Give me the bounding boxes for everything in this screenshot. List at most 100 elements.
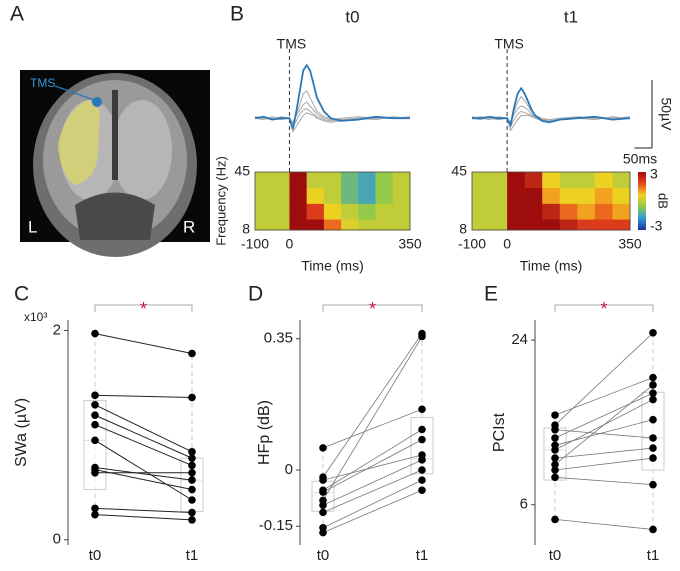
data-point xyxy=(188,468,196,477)
significance-bracket xyxy=(322,304,423,312)
pair-line xyxy=(94,414,193,459)
plot-frame xyxy=(254,171,411,231)
spectrogram-cell xyxy=(289,219,308,231)
x-tick-label: 350 xyxy=(398,236,422,252)
data-point xyxy=(649,444,657,452)
data-point xyxy=(418,435,426,444)
y-axis-label: HFp (dB) xyxy=(256,400,273,465)
data-point xyxy=(319,501,327,510)
pair-line xyxy=(554,447,654,459)
pair-line xyxy=(554,518,654,530)
y-tick-label: 45 xyxy=(451,163,467,179)
data-point xyxy=(418,425,426,434)
y-tick-label: 8 xyxy=(242,221,250,237)
data-point xyxy=(418,466,426,474)
mri-hemisphere xyxy=(112,100,172,200)
pair-line xyxy=(94,333,193,354)
spectrogram-cell xyxy=(323,219,342,231)
pair-line xyxy=(322,454,423,481)
spectrogram-cell xyxy=(542,187,561,204)
spectrogram-cell xyxy=(392,203,411,220)
x-axis-label: Time (ms) xyxy=(301,258,363,274)
spectrogram-cell xyxy=(341,172,359,189)
pair-line xyxy=(322,408,423,449)
data-point xyxy=(319,528,327,537)
side-label: R xyxy=(183,217,195,236)
axis-multiplier: x10³ xyxy=(24,310,47,324)
y-axis-label: PCIst xyxy=(491,412,508,452)
data-point xyxy=(319,508,327,517)
data-point xyxy=(551,460,559,469)
spectrogram-cell xyxy=(559,203,578,220)
data-point xyxy=(649,329,657,337)
x-tick-label: 0 xyxy=(286,236,294,252)
spectrogram-cell xyxy=(577,172,596,189)
spectrogram-cell xyxy=(375,172,394,189)
data-point xyxy=(551,466,559,474)
colorbar-label: dB xyxy=(656,193,671,209)
data-point xyxy=(319,476,327,484)
pair-line xyxy=(322,333,423,478)
spectrogram-cell xyxy=(375,203,394,220)
spectrogram-cell xyxy=(524,203,543,220)
spectrogram-cell xyxy=(289,203,308,220)
data-point xyxy=(188,461,196,470)
spectrogram-cell xyxy=(594,219,613,231)
tms-label: TMS xyxy=(494,36,524,52)
significance-bracket xyxy=(554,304,654,312)
spectrogram-cell xyxy=(392,187,411,204)
spectrogram-cell xyxy=(255,219,290,231)
spectrogram-cell xyxy=(375,219,394,231)
mri-base xyxy=(75,192,155,240)
colorbar xyxy=(638,172,646,230)
spectrogram-cell xyxy=(472,219,508,231)
spectrogram-cell xyxy=(612,219,631,231)
x-tick-label: t0 xyxy=(549,547,562,564)
spectrogram-cell xyxy=(472,187,508,204)
x-tick-label: -100 xyxy=(241,236,269,252)
mri-midline xyxy=(112,90,118,180)
pair-line xyxy=(94,394,193,398)
spectrogram-cell xyxy=(577,187,596,204)
spectrogram-cell xyxy=(375,187,394,204)
pair-line xyxy=(322,489,423,533)
tms-label: TMS xyxy=(30,76,55,90)
data-point xyxy=(649,373,657,382)
y-tick-label: 0 xyxy=(285,461,293,478)
spectrogram-cell xyxy=(594,172,613,189)
pair-line xyxy=(322,429,423,491)
x-axis-label: Time (ms) xyxy=(520,258,582,274)
data-point xyxy=(91,468,99,477)
box xyxy=(83,400,107,491)
panel-title: t1 xyxy=(564,7,578,26)
spectrogram-cell xyxy=(255,187,290,204)
data-point xyxy=(188,496,196,504)
spectrogram-cell xyxy=(392,172,411,189)
panel-letter: A xyxy=(10,3,24,26)
data-point xyxy=(649,480,657,489)
panel-letter: D xyxy=(248,283,263,306)
erp-trace xyxy=(472,86,631,128)
colorbar-tick-label: 3 xyxy=(650,166,658,182)
erp-trace xyxy=(254,112,411,134)
y-tick-label: -0.15 xyxy=(259,517,293,534)
spectrogram-cell xyxy=(507,172,526,189)
data-point xyxy=(188,516,196,524)
pair-line xyxy=(94,507,193,514)
spectrogram-cell xyxy=(559,172,578,189)
x-tick-label: t1 xyxy=(647,547,660,564)
data-point xyxy=(91,510,99,519)
tms-pointer xyxy=(54,85,95,101)
pair-line xyxy=(94,439,193,501)
spectrogram-cell xyxy=(392,219,411,231)
spectrogram xyxy=(255,172,411,231)
spectrogram-cell xyxy=(306,172,325,189)
data-point xyxy=(418,332,426,341)
spectrogram-cell xyxy=(559,219,578,231)
data-point xyxy=(91,420,99,429)
pair-line xyxy=(94,404,193,453)
data-point xyxy=(418,486,426,495)
data-point xyxy=(188,349,196,358)
spectrogram-cell xyxy=(577,203,596,220)
data-point xyxy=(551,411,559,419)
